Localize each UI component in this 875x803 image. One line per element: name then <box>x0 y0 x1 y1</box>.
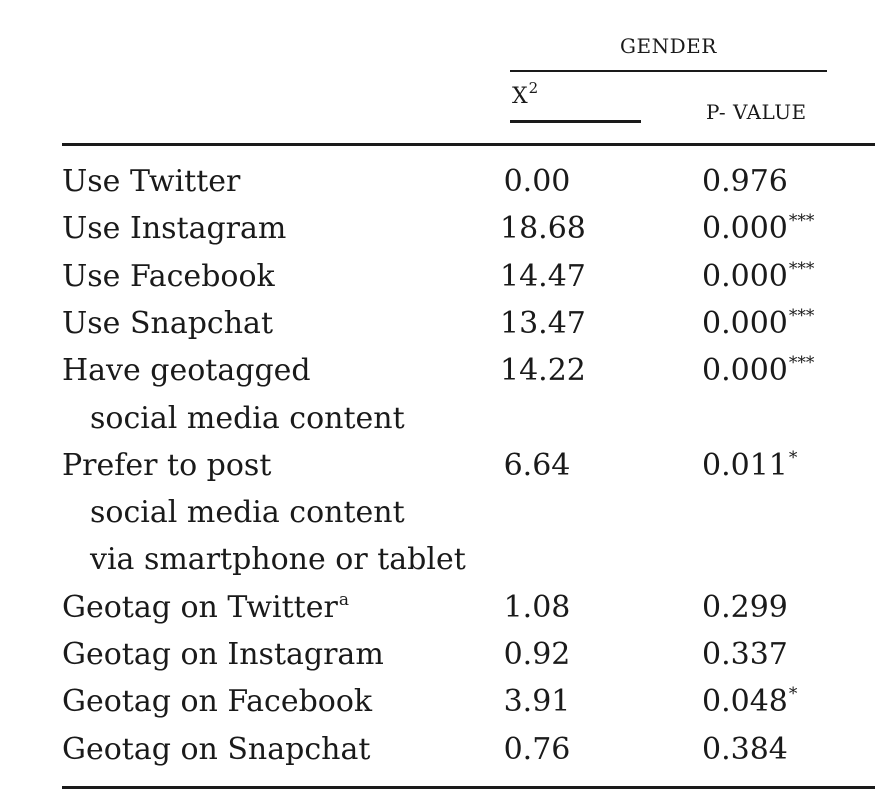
significance-stars: *** <box>788 211 815 232</box>
chi-square-symbol: X <box>512 84 528 109</box>
row-label-text: Geotag on Instagram <box>62 637 384 672</box>
p-value: 0.000*** <box>702 306 814 346</box>
row-label: Geotag on Twittera <box>62 590 349 630</box>
chi-square-value: 13.47 <box>500 305 586 341</box>
chi-square-value: 18.68 <box>500 211 586 247</box>
p-value: 0.384 <box>702 732 788 768</box>
chi-square-value: 0.76 <box>503 731 571 767</box>
chi-square-value: 0.92 <box>503 637 571 672</box>
significance-stars: *** <box>788 258 815 279</box>
p-value: 0.000*** <box>702 259 814 299</box>
p-value-text: 0.299 <box>702 589 788 625</box>
row-label: Geotag on Facebook <box>62 684 372 720</box>
chi-square-value: 1.08 <box>503 589 571 625</box>
row-label-text: Use Twitter <box>62 164 241 199</box>
row-label: Geotag on Instagram <box>62 637 384 673</box>
table-top-rule <box>62 143 875 146</box>
gender-header-rule <box>510 70 827 72</box>
p-value-text: 0.048 <box>702 684 788 720</box>
row-label-text: Use Facebook <box>62 258 275 294</box>
chi-square-header-rule <box>510 120 641 123</box>
p-value-text: 0.011 <box>702 447 788 483</box>
p-value-text: 0.384 <box>702 731 788 767</box>
row-label: Use Twitter <box>62 164 240 200</box>
row-label: Have geotagged <box>62 353 311 389</box>
row-label-text: Geotag on Twitter <box>62 589 338 625</box>
p-value-text: 0.000 <box>702 305 788 341</box>
p-value: 0.011* <box>702 448 797 488</box>
chi-square-superscript: 2 <box>528 79 539 97</box>
row-label-text: Prefer to post <box>62 447 272 483</box>
row-label-text: Have geotagged <box>62 353 311 389</box>
p-value: 0.000*** <box>702 353 814 393</box>
p-value-text: 0.000 <box>702 258 788 294</box>
chi-square-value: 14.47 <box>500 258 586 294</box>
row-label: Use Facebook <box>62 259 275 295</box>
p-value: 0.976 <box>702 164 788 200</box>
row-label: Geotag on Snapchat <box>62 732 370 768</box>
row-label: Use Snapchat <box>62 306 273 342</box>
gender-header: GENDER <box>620 34 717 58</box>
row-label-text: Use Instagram <box>62 211 287 247</box>
chi-square-value: 6.64 <box>503 447 571 483</box>
p-value-text: 0.337 <box>702 637 788 672</box>
significance-stars: * <box>788 684 798 705</box>
chi-square-value: 3.91 <box>503 684 571 720</box>
p-value: 0.337 <box>702 637 788 673</box>
row-label-text: Geotag on Facebook <box>62 684 373 720</box>
p-value-text: 0.000 <box>702 211 788 247</box>
chi-square-column-header: X2 <box>512 79 538 111</box>
significance-stars: * <box>788 447 798 468</box>
row-label: Prefer to post <box>62 448 271 484</box>
p-value-text: 0.976 <box>702 164 788 199</box>
row-label-continuation: via smartphone or tablet <box>90 542 466 578</box>
p-value-text: 0.000 <box>702 353 788 389</box>
significance-stars: *** <box>788 353 815 374</box>
row-label-text: Use Snapchat <box>62 305 273 341</box>
significance-stars: *** <box>788 305 815 326</box>
row-label: Use Instagram <box>62 211 286 247</box>
p-value: 0.299 <box>702 590 788 626</box>
row-label-text: Geotag on Snapchat <box>62 731 371 767</box>
p-value-column-header: P- VALUE <box>706 100 807 124</box>
chi-square-value: 0.00 <box>503 164 571 199</box>
table-bottom-rule <box>62 786 875 789</box>
row-label-continuation: social media content <box>90 495 405 531</box>
p-value: 0.000*** <box>702 211 814 251</box>
chi-square-value: 14.22 <box>500 353 586 389</box>
p-value: 0.048* <box>702 684 797 724</box>
row-label-continuation: social media content <box>90 400 405 436</box>
footnote-marker: a <box>338 589 349 610</box>
